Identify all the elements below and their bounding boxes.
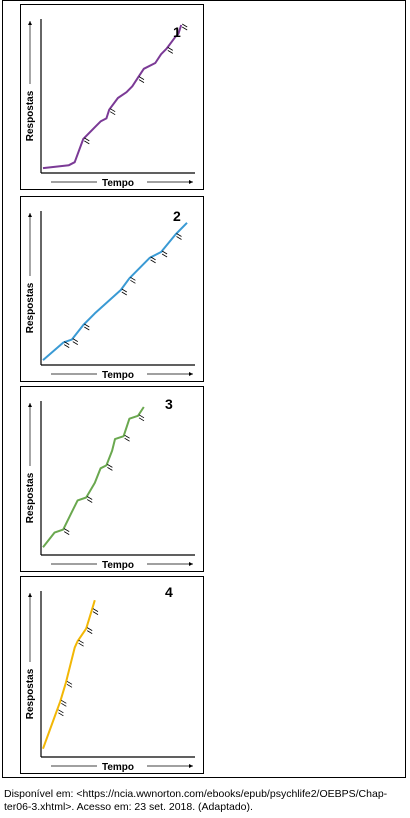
- reinforcement-mark: [63, 341, 70, 348]
- series-line: [42, 222, 188, 361]
- series-line: [42, 24, 183, 170]
- reinforcement-mark: [66, 680, 73, 688]
- chart-panel-3: Tempo Respostas 3: [20, 386, 204, 572]
- chart-number: 1: [173, 24, 181, 40]
- y-label-arrowhead: [28, 403, 32, 407]
- reinforcement-mark: [92, 608, 99, 615]
- y-label-arrowhead: [28, 213, 32, 217]
- reinforcement-mark: [181, 23, 188, 31]
- x-label-arrowhead: [189, 764, 193, 768]
- chart-svg-3: Tempo Respostas 3: [25, 396, 195, 571]
- y-axis-label: Respostas: [25, 90, 36, 141]
- y-label-arrowhead: [28, 593, 32, 597]
- reinforcement-mark: [130, 276, 136, 284]
- figure-frame: [2, 0, 406, 778]
- reinforcement-mark: [86, 496, 93, 503]
- series-line: [42, 406, 145, 548]
- reinforcement-mark: [124, 434, 130, 442]
- chart-number: 2: [173, 208, 181, 224]
- reinforcement-mark: [84, 323, 90, 331]
- chart-svg-1: Tempo Respostas 1: [25, 19, 195, 189]
- y-axis-label: Respostas: [25, 472, 36, 523]
- chart-svg-4: Tempo Respostas 4: [25, 584, 195, 773]
- x-axis-label: Tempo: [102, 560, 134, 571]
- reinforcement-mark: [121, 288, 128, 296]
- reinforcement-mark: [150, 256, 156, 264]
- chart-panel-4: Tempo Respostas 4: [20, 576, 204, 774]
- caption-line-2: ter06-3.xhtml>. Acesso em: 23 set. 2018.…: [4, 801, 253, 813]
- chart-number: 3: [165, 396, 173, 412]
- reinforcement-mark: [138, 414, 145, 422]
- chart-svg-2: Tempo Respostas 2: [25, 208, 195, 381]
- reinforcement-mark: [138, 76, 145, 83]
- reinforcement-mark: [86, 627, 93, 634]
- reinforcement-mark: [107, 464, 113, 471]
- reinforcement-mark: [58, 709, 64, 717]
- reinforcement-mark: [167, 47, 174, 54]
- reinforcement-mark: [61, 699, 67, 707]
- chart-number: 4: [165, 584, 173, 600]
- reinforcement-mark: [72, 338, 79, 345]
- series-line: [42, 599, 96, 750]
- caption-line-1: Disponível em: <https://ncia.wwnorton.co…: [4, 788, 388, 800]
- x-axis-label: Tempo: [102, 762, 134, 773]
- y-axis-label: Respostas: [25, 668, 36, 719]
- reinforcement-mark: [161, 250, 168, 258]
- chart-panel-1: Tempo Respostas 1: [20, 4, 204, 190]
- x-label-arrowhead: [189, 562, 193, 566]
- y-label-arrowhead: [28, 21, 32, 25]
- x-axis-label: Tempo: [102, 178, 134, 189]
- x-label-arrowhead: [189, 180, 193, 184]
- y-axis-label: Respostas: [25, 282, 36, 333]
- chart-panel-2: Tempo Respostas 2: [20, 196, 204, 382]
- reinforcement-mark: [84, 137, 90, 145]
- reinforcement-mark: [63, 528, 70, 535]
- x-axis-label: Tempo: [102, 370, 134, 381]
- x-label-arrowhead: [189, 372, 193, 376]
- reinforcement-mark: [109, 108, 116, 116]
- source-caption: Disponível em: <https://ncia.wwnorton.co…: [4, 788, 406, 814]
- reinforcement-mark: [78, 639, 84, 647]
- reinforcement-mark: [176, 233, 182, 240]
